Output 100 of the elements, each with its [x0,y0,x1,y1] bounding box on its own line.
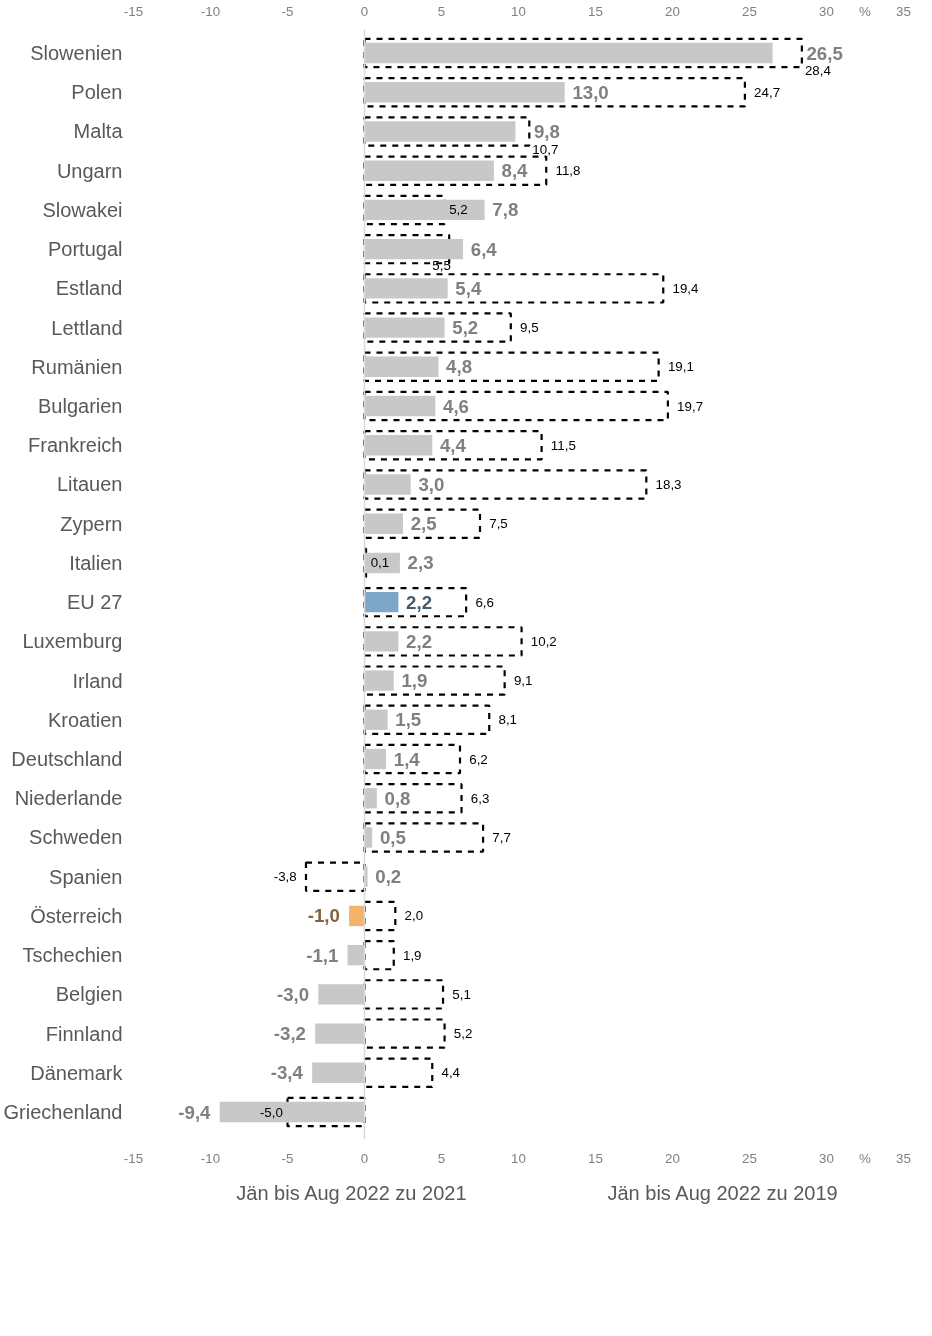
y-tick-label: Irland [72,669,123,692]
data-label: 1,9 [401,670,428,692]
bar [364,709,388,731]
bar [364,160,494,181]
bar [219,1101,365,1123]
x-tick-label: -5 [281,3,294,19]
bar [364,82,565,103]
bar [363,194,446,226]
y-tick-label: Estland [55,277,123,300]
x-tick-label: 0 [360,3,369,19]
bar [363,900,397,932]
y-tick-label: Litauen [56,473,123,496]
data-label: -1,0 [307,905,340,927]
x2-tick-label: 25 [742,1150,757,1166]
bar [315,1023,365,1044]
data-label: 2,5 [410,513,437,535]
data-label: 11,8 [555,163,581,179]
bar [304,861,366,892]
bar [363,586,468,618]
x-tick-label: % [859,3,872,19]
x2-tick-label: 5 [437,1150,446,1166]
data-label: 5,5 [432,258,451,274]
bar [363,77,746,108]
bar [363,665,506,696]
y-tick-label: Luxemburg [22,630,123,653]
y-tick-label: Österreich [30,904,123,927]
data-label: -9,4 [178,1101,212,1123]
data-label: 19,1 [667,359,694,375]
bar [363,312,512,343]
data-label: 4,8 [446,356,473,378]
data-label: -3,0 [276,983,310,1005]
x-tick-label: -10 [200,3,221,19]
y-tick-label: Ungarn [56,159,123,182]
data-label: 0,5 [379,826,406,848]
data-label: 2,3 [407,552,434,574]
data-label: 7,5 [489,516,508,532]
data-label: 18,3 [655,476,682,492]
y-tick-label: Lettland [51,316,123,339]
x-tick-label: 35 [896,3,911,19]
bar [364,278,448,299]
y-tick-label: Zypern [60,512,123,535]
data-label: 9,5 [520,320,539,336]
bar [318,984,365,1005]
bar [364,513,403,534]
y-tick-label: Frankreich [28,434,123,457]
data-label: 6,2 [469,751,488,767]
data-label: 19,4 [672,280,700,296]
text: Jän bis Aug 2022 zu 2021 [236,1181,467,1205]
x-tick-label: -15 [123,3,144,19]
data-label: 24,7 [754,84,781,100]
y-tick-label: Kroatien [48,708,123,731]
bar [364,356,439,378]
y-tick-label: Bulgarien [38,395,123,418]
bar [363,469,648,500]
bar [363,979,445,1010]
bar [363,430,543,461]
y-tick-label: Belgien [55,983,123,1006]
bar [363,626,523,657]
bar [312,1062,365,1084]
data-label: 5,2 [449,202,468,218]
bar [347,944,365,966]
data-label: -1,1 [306,944,339,966]
bar [363,822,485,853]
x-tick-label: 20 [665,3,680,19]
y-tick-label: Schweden [29,826,123,849]
bar [363,508,482,539]
data-label: 28,4 [804,63,832,79]
x-tick-label: 10 [511,3,526,19]
x2-tick-label: % [859,1150,872,1166]
data-label: 5,2 [453,1026,473,1042]
data-label: 11,5 [550,437,576,453]
bar [364,121,516,142]
bar [363,1057,434,1089]
bar [364,435,433,456]
data-label: 2,2 [406,630,433,652]
x2-tick-label: 15 [588,1150,603,1166]
x2-tick-label: 0 [360,1150,369,1166]
bar [364,748,387,770]
x-tick-label: 30 [819,3,834,19]
data-label: -3,8 [273,869,297,885]
y-tick-label: Malta [73,120,124,143]
data-label: 5,1 [452,986,471,1002]
data-label: 1,9 [403,947,422,963]
data-label: 6,4 [470,238,498,260]
data-label: 9,8 [533,120,560,142]
data-label: 9,1 [513,673,533,689]
data-label: 2,0 [404,908,424,924]
data-label: 7,8 [492,199,519,221]
bar [364,591,399,613]
x-tick-label: 15 [588,3,603,19]
bar [363,273,665,304]
bar [363,351,660,383]
y-tick-label: Polen [71,81,123,104]
y-tick-label: Griechenland [3,1101,123,1124]
bar [363,743,462,775]
x-tick-label: 5 [437,3,446,19]
bar [286,1096,366,1128]
data-label: 26,5 [806,42,843,64]
bar [363,939,395,971]
data-label: 6,3 [470,790,490,806]
